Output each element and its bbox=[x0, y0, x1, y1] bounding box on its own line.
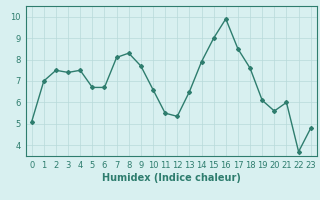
X-axis label: Humidex (Indice chaleur): Humidex (Indice chaleur) bbox=[102, 173, 241, 183]
